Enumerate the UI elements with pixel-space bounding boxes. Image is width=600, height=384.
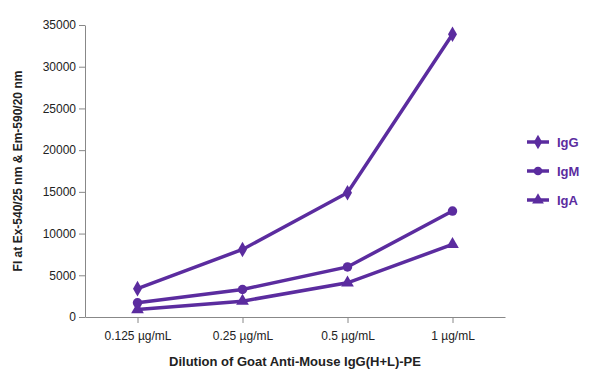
series-marker [133, 281, 142, 297]
series-marker [236, 294, 249, 305]
x-tick-mark [348, 317, 349, 323]
y-tick-mark [79, 67, 85, 68]
y-tick-mark [79, 275, 85, 276]
x-axis-line [86, 317, 506, 318]
series-line [138, 244, 453, 309]
y-tick-label: 25000 [43, 102, 77, 116]
chart: 0 5000 10000 15000 20000 25000 30000 35000 0.125… [0, 0, 600, 384]
y-tick-label: 10000 [43, 227, 77, 241]
legend-label: IgG [557, 135, 579, 150]
y-tick: 0 [69, 310, 85, 324]
series-marker [448, 26, 457, 42]
y-tick-label: 35000 [43, 18, 77, 32]
y-tick-mark [79, 192, 85, 193]
x-tick: 1 µg/mL [431, 317, 475, 343]
series-marker [448, 206, 457, 215]
y-axis: 0 5000 10000 15000 20000 25000 30000 35000 [43, 18, 86, 324]
y-tick-mark [79, 150, 85, 151]
y-axis-line [85, 26, 86, 318]
y-tick-mark [79, 317, 85, 318]
x-tick: 0.25 µg/mL [213, 317, 274, 343]
series-marker [238, 242, 247, 258]
x-tick-mark [453, 317, 454, 323]
x-tick-mark [243, 317, 244, 323]
legend-marker [534, 167, 543, 176]
series-marker [343, 185, 352, 201]
legend-label: IgA [557, 193, 579, 208]
x-tick-label: 1 µg/mL [431, 329, 475, 343]
y-tick-label: 15000 [43, 185, 77, 199]
y-tick-mark [79, 234, 85, 235]
y-tick-mark [79, 108, 85, 109]
series-marker [238, 285, 247, 294]
x-tick: 0.5 µg/mL [321, 317, 375, 343]
series-line [138, 34, 453, 288]
y-tick: 10000 [43, 227, 85, 241]
y-tick-label: 5000 [49, 269, 76, 283]
y-tick-mark [79, 25, 85, 26]
x-axis-title: Dilution of Goat Anti-Mouse IgG(H+L)-PE [169, 354, 421, 369]
x-tick-label: 0.5 µg/mL [321, 329, 375, 343]
plot-area [131, 26, 459, 313]
y-tick: 15000 [43, 185, 85, 199]
x-tick-label: 0.25 µg/mL [213, 329, 274, 343]
series-line [138, 211, 453, 303]
y-tick: 35000 [43, 18, 85, 32]
y-tick-label: 30000 [43, 60, 77, 74]
series-marker [341, 275, 354, 286]
y-tick-label: 20000 [43, 143, 77, 157]
series-marker [446, 237, 459, 248]
y-tick-label: 0 [69, 310, 76, 324]
legend: IgG IgM IgA [527, 135, 579, 208]
series-marker [343, 262, 352, 271]
y-tick: 20000 [43, 143, 85, 157]
x-tick-mark [138, 317, 139, 323]
legend-marker [534, 135, 542, 149]
series-marker [131, 302, 144, 313]
y-axis-title: FI at Ex-540/25 nm & Em-590/20 nm [11, 71, 25, 272]
y-tick: 5000 [49, 269, 85, 283]
y-tick: 30000 [43, 60, 85, 74]
x-axis: 0.125 µg/mL 0.25 µg/mL 0.5 µg/mL 1 µg/mL [86, 317, 506, 343]
y-tick: 25000 [43, 102, 85, 116]
x-tick: 0.125 µg/mL [105, 317, 172, 343]
x-tick-label: 0.125 µg/mL [105, 329, 172, 343]
legend-marker [532, 193, 544, 203]
legend-label: IgM [557, 164, 579, 179]
